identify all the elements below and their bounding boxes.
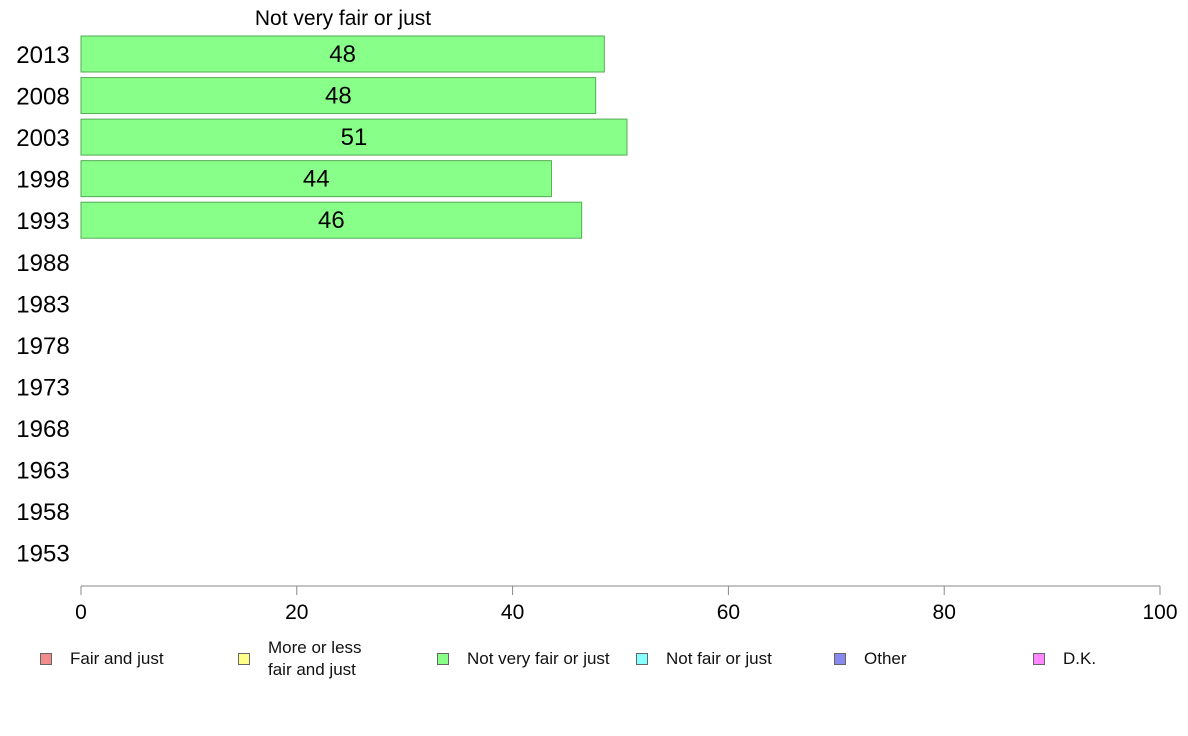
year-label: 1978 <box>16 333 69 360</box>
year-label: 2013 <box>16 42 69 69</box>
bar <box>80 201 583 239</box>
bar <box>80 77 597 115</box>
year-label: 2003 <box>16 125 69 152</box>
x-tick-label: 20 <box>285 601 308 620</box>
legend-swatch <box>636 653 648 665</box>
legend-item-fair-and-just: Fair and just <box>40 634 164 684</box>
legend: Fair and just More or less fair and just… <box>0 634 1188 684</box>
legend-label: Other <box>864 649 907 668</box>
legend-item-not-fair-or-just: Not fair or just <box>636 634 772 684</box>
legend-swatch <box>1033 653 1045 665</box>
bar <box>80 160 552 198</box>
year-label: 1993 <box>16 208 69 235</box>
year-label: 1988 <box>16 250 69 277</box>
x-tick-label: 0 <box>75 601 87 620</box>
legend-label: D.K. <box>1063 649 1097 668</box>
year-label: 1958 <box>16 499 69 526</box>
bar-value-label: 48 <box>329 41 356 68</box>
legend-swatch <box>437 653 449 665</box>
year-labels: 2013 2008 2003 1998 1993 1988 1983 1978 1973 1968… <box>16 42 69 568</box>
legend-swatch <box>834 653 846 665</box>
legend-label: Not fair or just <box>666 649 772 668</box>
x-axis: 0 20 40 60 80 100 <box>75 585 1178 620</box>
chart-title: Not very fair or just <box>255 7 431 30</box>
bar <box>80 35 605 73</box>
x-tick-label: 40 <box>501 601 524 620</box>
legend-item-not-very-fair-or-just: Not very fair or just <box>437 634 610 684</box>
legend-label: Fair and just <box>70 649 164 668</box>
legend-swatch <box>238 653 250 665</box>
year-label: 1968 <box>16 416 69 443</box>
year-label: 1998 <box>16 167 69 194</box>
year-label: 1963 <box>16 458 69 485</box>
year-label: 1983 <box>16 291 69 318</box>
legend-item-other: Other <box>834 634 907 684</box>
bar-value-label: 46 <box>318 207 345 234</box>
legend-item-dk: D.K. <box>1033 634 1096 684</box>
bar-value-label: 51 <box>341 124 368 151</box>
legend-swatch <box>40 653 52 665</box>
x-tick-label: 100 <box>1142 601 1177 620</box>
x-tick-label: 60 <box>717 601 740 620</box>
legend-label: More or less fair and just <box>268 638 362 679</box>
bar <box>80 118 628 156</box>
bar-value-label: 44 <box>303 166 330 193</box>
legend-item-more-or-less-fair-and-just: More or less fair and just <box>238 634 362 684</box>
legend-label: Not very fair or just <box>467 649 610 668</box>
x-tick-label: 80 <box>933 601 956 620</box>
year-label: 1973 <box>16 374 69 401</box>
bars-layer: 48 48 51 44 46 <box>80 35 628 239</box>
bar-value-label: 48 <box>325 83 352 110</box>
year-label: 1953 <box>16 541 69 568</box>
year-label: 2008 <box>16 84 69 111</box>
